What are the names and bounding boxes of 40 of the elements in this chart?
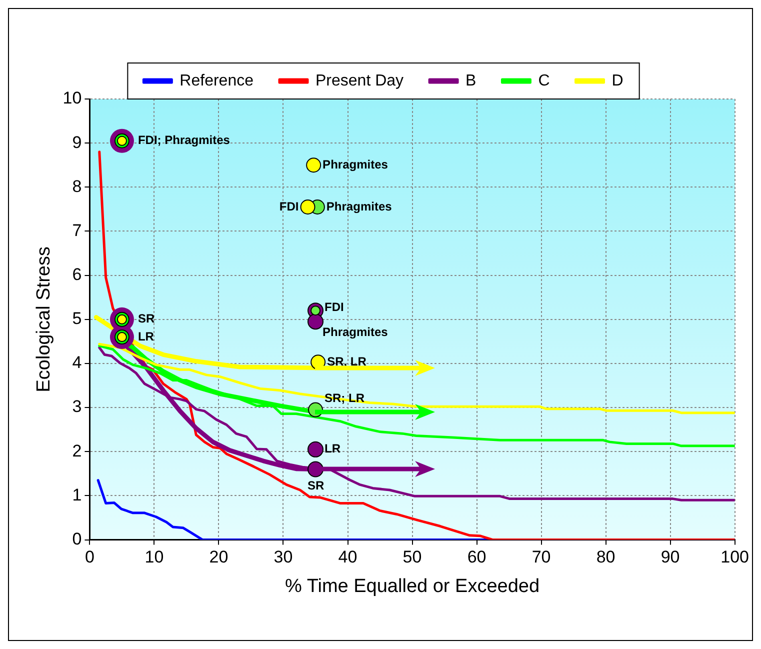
annotation: Phragmites	[326, 199, 392, 214]
y-tick-label: 9	[72, 132, 82, 152]
legend-label: C	[538, 72, 550, 90]
x-tick-label: 0	[84, 548, 94, 567]
annotation: Phragmites	[322, 324, 388, 339]
x-tick-label: 10	[144, 548, 164, 567]
y-tick-label: 6	[72, 265, 82, 284]
y-tick-label: 0	[72, 529, 82, 548]
y-tick-label: 4	[72, 353, 82, 372]
annotation: FDI	[324, 300, 344, 314]
annotation: LR	[324, 442, 341, 456]
x-tick-label: 30	[274, 548, 293, 567]
legend-label: D	[612, 72, 624, 90]
y-tick-label: 5	[72, 309, 82, 328]
y-axis-title: Ecological Stress	[34, 246, 55, 392]
legend-label: B	[466, 72, 476, 90]
x-tick-label: 90	[660, 548, 680, 567]
annotation: Phragmites	[322, 157, 388, 172]
annotation: SR	[307, 478, 324, 493]
x-tick-label: 20	[209, 548, 228, 567]
y-tick-label: 3	[72, 397, 82, 416]
x-tick-label: 40	[338, 548, 358, 567]
y-tick-label: 2	[72, 441, 82, 460]
x-tick-label: 100	[720, 548, 750, 567]
y-tick-label: 10	[62, 88, 82, 108]
annotation: SR	[138, 312, 155, 326]
y-tick-label: 7	[72, 220, 82, 240]
x-tick-label: 80	[596, 548, 616, 567]
x-tick-label: 60	[467, 548, 486, 567]
legend-label: Reference	[180, 72, 254, 90]
annotation: FDI; Phragmites	[138, 133, 230, 148]
x-axis-title: % Time Equalled or Exceeded	[284, 576, 540, 597]
annotation: LR	[138, 329, 154, 344]
x-tick-label: 50	[402, 548, 422, 567]
y-tick-label: 8	[72, 176, 82, 196]
x-tick-label: 70	[532, 548, 551, 567]
annotation: SR, LR	[327, 354, 367, 368]
y-tick-label: 1	[72, 485, 82, 504]
annotation: FDI	[279, 199, 299, 214]
legend-label: Present Day	[316, 72, 404, 90]
